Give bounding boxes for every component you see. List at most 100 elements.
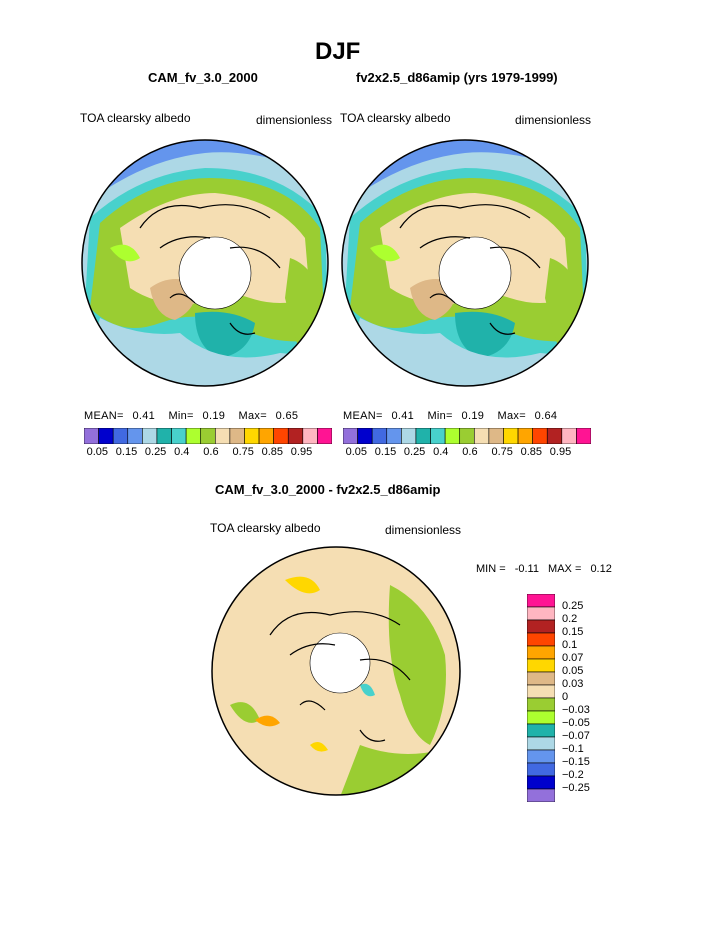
colorbar-swatch [127,428,143,444]
colorbar-swatch [258,428,274,444]
colorbar-swatch [273,428,289,444]
colorbar-swatch [527,632,555,647]
colorbar-swatch [84,428,99,444]
colorbar-swatch [576,428,591,444]
colorbar-swatch [488,428,504,444]
colorbar-tick-label: 0.15 [374,446,397,458]
colorbar-tick-label: −0.15 [562,756,590,768]
diff-units-label: dimensionless [385,523,462,537]
colorbar-swatch [112,428,129,444]
colorbar-swatch [517,428,533,444]
max-value: 0.65 [275,410,299,422]
colorbar-difference-labels: 0.25 0.2 0.15 0.1 0.07 0.05 0.03 0 −0.03 −0.05 −0.… [560,594,620,802]
mean-label: MEAN= [84,410,124,422]
colorbar-tick-label: −0.1 [562,743,584,755]
colorbar-swatch [527,749,555,764]
panel-2-variable-label: TOA clearsky albedo [340,111,451,125]
colorbar-tick-label: 0.75 [232,446,254,458]
mean-label: MEAN= [343,410,383,422]
colorbar-swatch [527,619,555,634]
colorbar-swatch [527,606,555,621]
colorbar-swatch [302,428,318,444]
max-label: Max= [497,410,526,422]
colorbar-tick-label: 0.4 [433,446,449,458]
colorbar-tick-label: 0.85 [261,446,284,458]
colorbar-tick-label: 0.4 [174,446,190,458]
colorbar-swatch [527,736,555,751]
colorbar-tick-label: 0.05 [345,446,368,458]
colorbar-swatch [415,428,431,444]
diff-heading: CAM_fv_3.0_2000 - fv2x2.5_d86amip [215,482,441,497]
colorbar-tick-label: −0.07 [562,730,590,742]
colorbar-swatch [527,775,555,790]
colorbar-tick-label: −0.05 [562,717,590,729]
panel-2-units-label: dimensionless [515,113,592,127]
colorbar-tick-label: 0.6 [462,446,478,458]
colorbar-swatch [430,428,446,444]
colorbar-swatch [527,594,555,608]
diff-max-value: 0.12 [590,563,612,575]
colorbar-swatch [532,428,548,444]
diff-min-value: -0.11 [514,563,539,575]
colorbar-swatch [527,710,555,725]
colorbar-swatch [401,428,417,444]
colorbar-swatch [343,428,358,444]
panel-2-stats: MEAN= 0.41 Min= 0.19 Max= 0.64 [343,410,557,422]
colorbar-swatch [244,428,260,444]
colorbar-swatch [317,428,332,444]
colorbar-swatch [371,428,388,444]
colorbar-tick-label: 0.15 [115,446,138,458]
colorbar-swatch [561,428,577,444]
colorbar-swatch [527,658,555,673]
colorbar-reference-labels: 0.05 0.15 0.25 0.4 0.6 0.75 0.85 0.95 [343,446,591,460]
diff-min-label: MIN = [476,563,506,575]
colorbar-swatch [98,428,114,444]
colorbar-swatch [527,684,555,699]
colorbar-tick-label: 0.15 [562,626,584,638]
mean-value: 0.41 [391,410,415,422]
colorbar-tick-label: 0.25 [144,446,167,458]
colorbar-swatch [527,671,555,686]
max-value: 0.64 [534,410,558,422]
colorbar-swatch [386,428,402,444]
colorbar-tick-label: −0.25 [562,782,590,794]
colorbar-tick-label: 0.85 [520,446,543,458]
colorbar-swatch [459,428,475,444]
colorbar-tick-label: 0.25 [403,446,426,458]
colorbar-tick-label: 0.6 [203,446,219,458]
colorbar-tick-label: 0.03 [562,678,584,690]
colorbar-reference [343,428,591,444]
colorbar-swatch [171,428,187,444]
colorbar-swatch [200,428,216,444]
colorbar-tick-label: 0 [562,691,569,703]
max-label: Max= [238,410,267,422]
colorbar-swatch [156,428,172,444]
polar-map-model [81,139,329,387]
colorbar-tick-label: −0.03 [562,704,590,716]
diff-stats: MIN = -0.11 MAX = 0.12 [476,563,612,575]
panel-1-variable-label: TOA clearsky albedo [80,111,191,125]
colorbar-swatch [214,428,231,444]
colorbar-tick-label: 0.07 [562,652,584,664]
colorbar-tick-label: 0.25 [562,600,584,612]
mean-value: 0.41 [132,410,156,422]
colorbar-model-labels: 0.05 0.15 0.25 0.4 0.6 0.75 0.85 0.95 [84,446,332,460]
colorbar-swatch [473,428,490,444]
colorbar-tick-label: 0.05 [562,665,584,677]
colorbar-swatch [503,428,519,444]
colorbar-swatch [444,428,461,444]
diff-variable-label: TOA clearsky albedo [210,521,321,535]
colorbar-swatch [527,645,555,660]
min-value: 0.19 [461,410,485,422]
colorbar-swatch [527,697,555,712]
panel-1-stats: MEAN= 0.41 Min= 0.19 Max= 0.65 [84,410,298,422]
colorbar-swatch [527,788,555,802]
colorbar-tick-label: 0.2 [562,613,578,625]
colorbar-swatch [546,428,563,444]
colorbar-tick-label: 0.95 [549,446,572,458]
polar-map-difference [211,546,461,796]
colorbar-tick-label: 0.95 [290,446,313,458]
colorbar-swatch [287,428,304,444]
colorbar-tick-label: 0.05 [86,446,109,458]
colorbar-swatch [357,428,373,444]
